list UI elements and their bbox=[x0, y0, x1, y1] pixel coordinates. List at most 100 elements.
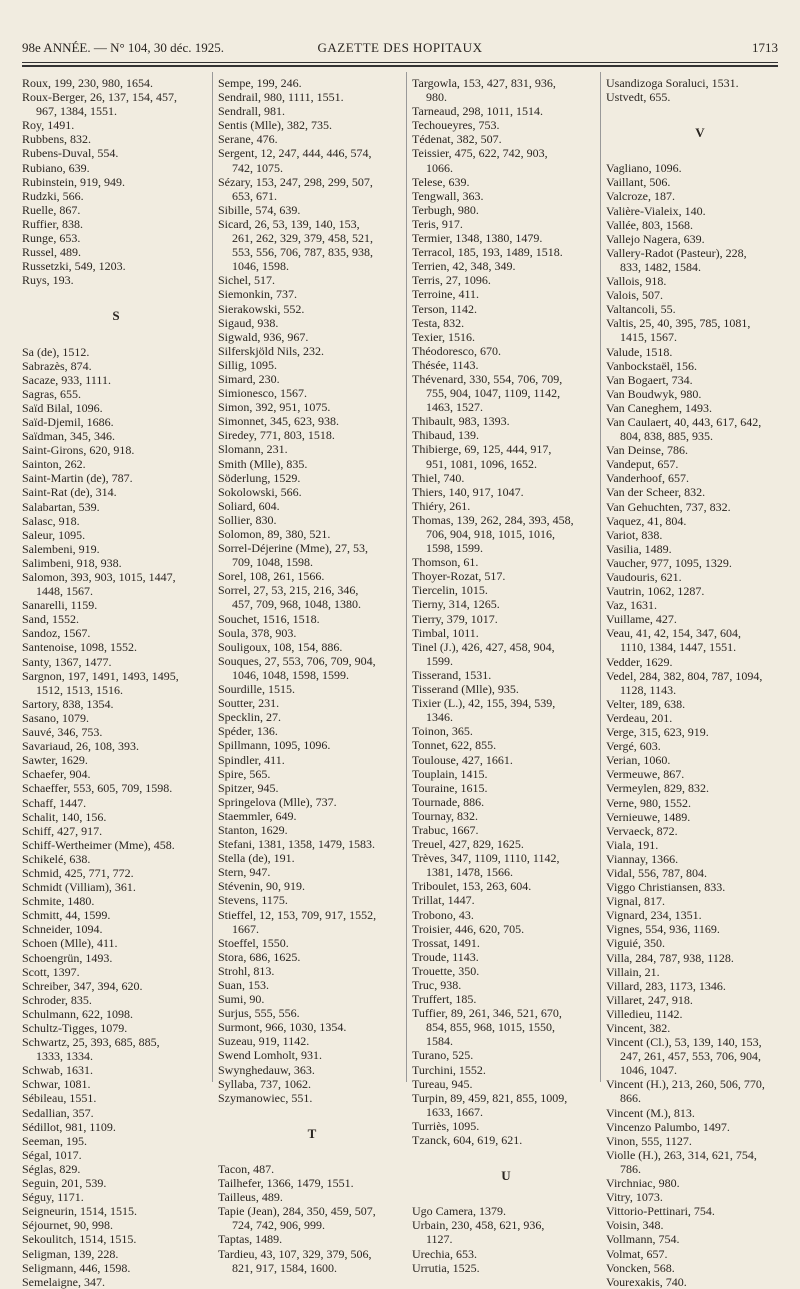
entry-line: Sicard, 26, 53, 139, 140, 153, bbox=[218, 216, 360, 231]
index-entry: Villaret, 247, 918. bbox=[606, 993, 794, 1007]
index-entry: Valtis, 25, 40, 395, 785, 1081, 1415, 156… bbox=[606, 316, 794, 344]
entry-line: Villedieu, 1142. bbox=[606, 1006, 683, 1021]
entry-line: Texier, 1516. bbox=[412, 329, 475, 344]
entry-line: Valtancoli, 55. bbox=[606, 302, 676, 317]
entry-line: Vasilia, 1489. bbox=[606, 541, 672, 556]
index-entry: Sand, 1552. bbox=[22, 612, 210, 626]
entry-line: Thomson, 61. bbox=[412, 555, 479, 570]
entry-line: Vidal, 556, 787, 804. bbox=[606, 865, 707, 880]
entry-line: Suzeau, 919, 1142. bbox=[218, 1034, 310, 1049]
entry-line: Schiff, 427, 917. bbox=[22, 823, 103, 838]
index-entry: Vaucher, 977, 1095, 1329. bbox=[606, 556, 794, 570]
index-entry: Sergent, 12, 247, 444, 446, 574, 742, 107… bbox=[218, 146, 406, 174]
index-entry: Sekoulitch, 1514, 1515. bbox=[22, 1232, 210, 1246]
index-entry: Séjournet, 90, 998. bbox=[22, 1218, 210, 1232]
index-entry: Schikelé, 638. bbox=[22, 852, 210, 866]
entry-line: 1046, 1047. bbox=[620, 1063, 677, 1078]
index-entry: Syllaba, 737, 1062. bbox=[218, 1077, 406, 1091]
index-entry: Stora, 686, 1625. bbox=[218, 950, 406, 964]
index-entry: Thibierge, 69, 125, 444, 917, 951, 1081, … bbox=[412, 442, 600, 470]
entry-line: Van Gehuchten, 737, 832. bbox=[606, 499, 731, 514]
index-entry: Schwar, 1081. bbox=[22, 1077, 210, 1091]
index-entry: Spire, 565. bbox=[218, 767, 406, 781]
index-entry: Van der Scheer, 832. bbox=[606, 485, 794, 499]
index-entry: Turano, 525. bbox=[412, 1048, 600, 1062]
entry-line: Stieffel, 12, 153, 709, 917, 1552, bbox=[218, 907, 377, 922]
index-entry: Tarneaud, 298, 1011, 1514. bbox=[412, 104, 600, 118]
index-entry: Sasano, 1079. bbox=[22, 711, 210, 725]
entry-line: Tierry, 379, 1017. bbox=[412, 611, 498, 626]
index-entry: Sigwald, 936, 967. bbox=[218, 330, 406, 344]
entry-line: Termier, 1348, 1380, 1479. bbox=[412, 231, 543, 246]
entry-line: Sasano, 1079. bbox=[22, 710, 89, 725]
entry-line: Szymanowiec, 551. bbox=[218, 1090, 313, 1105]
entry-line: Stella (de), 191. bbox=[218, 851, 295, 866]
index-entry: Silferskjöld Nils, 232. bbox=[218, 344, 406, 358]
index-entry: Sandoz, 1567. bbox=[22, 626, 210, 640]
index-entry: Terracol, 185, 193, 1489, 1518. bbox=[412, 245, 600, 259]
index-entry: Sorrel-Déjerine (Mme), 27, 53, 709, 1048,… bbox=[218, 541, 406, 569]
entry-line: Usandizoga Soraluci, 1531. bbox=[606, 76, 739, 90]
entry-line: Suan, 153. bbox=[218, 978, 269, 992]
index-entry: Smith (Mlle), 835. bbox=[218, 457, 406, 471]
index-entry: Tzanck, 604, 619, 621. bbox=[412, 1133, 600, 1147]
index-entry: Trillat, 1447. bbox=[412, 893, 600, 907]
entry-line: Slomann, 231. bbox=[218, 442, 288, 457]
index-entry: Techoueyres, 753. bbox=[412, 118, 600, 132]
entry-line: Seguin, 201, 539. bbox=[22, 1176, 107, 1191]
index-entry: Vincent (H.), 213, 260, 506, 770, 866. bbox=[606, 1077, 794, 1105]
index-entry: Santy, 1367, 1477. bbox=[22, 655, 210, 669]
index-entry: Vidal, 556, 787, 804. bbox=[606, 866, 794, 880]
entry-line: Taptas, 1489. bbox=[218, 1232, 283, 1247]
index-entry: Salasc, 918. bbox=[22, 514, 210, 528]
index-entry: Sa (de), 1512. bbox=[22, 345, 210, 359]
entry-line: Semelaigne, 347. bbox=[22, 1274, 105, 1289]
entry-line: 833, 1482, 1584. bbox=[620, 259, 701, 274]
index-entry: Spéder, 136. bbox=[218, 724, 406, 738]
index-entry: Tournay, 832. bbox=[412, 809, 600, 823]
index-entry: Sabrazès, 874. bbox=[22, 359, 210, 373]
index-entry: Saïd Bilal, 1096. bbox=[22, 401, 210, 415]
entry-line: Stefani, 1381, 1358, 1479, 1583. bbox=[218, 837, 375, 852]
entry-line: Syllaba, 737, 1062. bbox=[218, 1076, 311, 1091]
entry-line: 1584. bbox=[426, 1034, 453, 1049]
entry-line: Tierny, 314, 1265. bbox=[412, 597, 500, 612]
index-entry: Trobono, 43. bbox=[412, 908, 600, 922]
index-entry: Valcroze, 187. bbox=[606, 189, 794, 203]
entry-line: Teissier, 475, 622, 742, 903, bbox=[412, 146, 548, 161]
entry-line: Valcroze, 187. bbox=[606, 189, 675, 204]
entry-line: Smith (Mlle), 835. bbox=[218, 456, 308, 471]
index-entry: Seigneurin, 1514, 1515. bbox=[22, 1204, 210, 1218]
entry-line: Vollmann, 754. bbox=[606, 1232, 680, 1247]
entry-line: Vaucher, 977, 1095, 1329. bbox=[606, 555, 732, 570]
index-entry: Spitzer, 945. bbox=[218, 781, 406, 795]
entry-line: Sainton, 262. bbox=[22, 457, 86, 472]
index-entry: Solomon, 89, 380, 521. bbox=[218, 527, 406, 541]
index-entry: Terroine, 411. bbox=[412, 287, 600, 301]
index-entry: Vanbockstaël, 156. bbox=[606, 359, 794, 373]
index-entry: Schwartz, 25, 393, 685, 885, 1333, 1334. bbox=[22, 1035, 210, 1063]
index-entry: Viannay, 1366. bbox=[606, 852, 794, 866]
index-entry: Vittorio-Pettinari, 754. bbox=[606, 1204, 794, 1218]
index-entry: Rubbens, 832. bbox=[22, 132, 210, 146]
index-entry: Saïdman, 345, 346. bbox=[22, 429, 210, 443]
index-entry: Schneider, 1094. bbox=[22, 922, 210, 936]
entry-line: Ugo Camera, 1379. bbox=[412, 1204, 506, 1219]
entry-line: Sabrazès, 874. bbox=[22, 358, 92, 373]
index-entry: Viggo Christiansen, 833. bbox=[606, 880, 794, 894]
entry-line: 553, 556, 706, 787, 835, 938, bbox=[232, 245, 373, 260]
index-entry: Vignard, 234, 1351. bbox=[606, 908, 794, 922]
entry-line: Silferskjöld Nils, 232. bbox=[218, 343, 325, 358]
entry-line: Vincent (H.), 213, 260, 506, 770, bbox=[606, 1077, 765, 1092]
index-entry: Salembeni, 919. bbox=[22, 542, 210, 556]
entry-line: Tisserand (Mlle), 935. bbox=[412, 682, 519, 697]
entry-line: Rubinstein, 919, 949. bbox=[22, 174, 126, 189]
entry-line: Séguy, 1171. bbox=[22, 1190, 84, 1205]
index-entry: Soutter, 231. bbox=[218, 696, 406, 710]
entry-line: Veau, 41, 42, 154, 347, 604, bbox=[606, 626, 741, 641]
entry-line: Santenoise, 1098, 1552. bbox=[22, 640, 137, 655]
index-entry: Troisier, 446, 620, 705. bbox=[412, 922, 600, 936]
index-column: Sempe, 199, 246. Sendrail, 980, 1111, 155… bbox=[218, 76, 406, 1275]
entry-line: 1127. bbox=[426, 1232, 453, 1247]
entry-line: Vincenzo Palumbo, 1497. bbox=[606, 1119, 730, 1134]
